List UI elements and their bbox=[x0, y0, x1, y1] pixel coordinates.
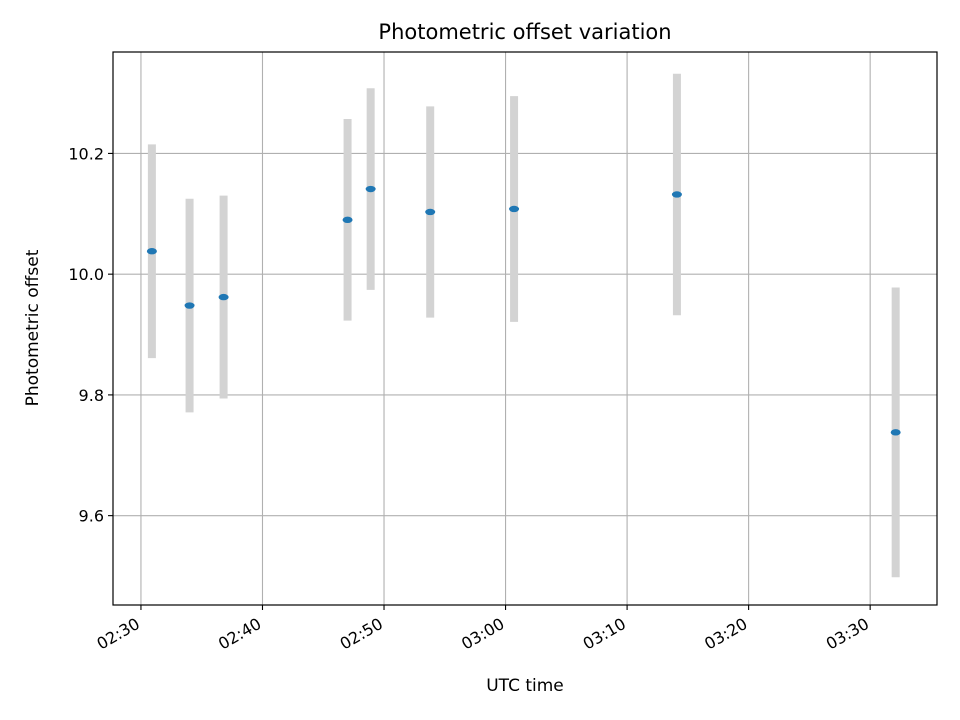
plot-frame bbox=[112, 51, 938, 606]
data-point bbox=[365, 185, 376, 193]
data-point bbox=[342, 216, 353, 224]
data-point bbox=[671, 191, 682, 198]
data-point bbox=[425, 208, 436, 216]
y-tick-label: 9.8 bbox=[79, 386, 104, 405]
data-point bbox=[890, 429, 901, 436]
x-axis: 02:30 02:40 02:50 03:00 03:10 03:20 03:30 bbox=[94, 605, 872, 654]
chart-title: Photometric offset variation bbox=[378, 20, 671, 44]
data-points bbox=[146, 185, 901, 436]
x-axis-label: UTC time bbox=[486, 676, 564, 696]
x-tick-label: 03:20 bbox=[701, 614, 750, 654]
x-tick-label: 03:00 bbox=[458, 614, 507, 654]
x-tick-label: 02:30 bbox=[94, 614, 143, 654]
x-tick-label: 02:40 bbox=[215, 614, 264, 654]
y-axis: 9.6 9.8 10.0 10.2 bbox=[68, 144, 113, 526]
y-tick-label: 9.6 bbox=[79, 507, 104, 526]
error-bars bbox=[147, 73, 900, 578]
grid bbox=[113, 52, 937, 605]
data-point bbox=[218, 293, 229, 301]
data-point bbox=[184, 302, 195, 309]
x-tick-label: 02:50 bbox=[337, 614, 386, 654]
x-tick-label: 03:30 bbox=[823, 614, 872, 654]
y-tick-label: 10.0 bbox=[68, 265, 104, 284]
x-tick-label: 03:10 bbox=[580, 614, 629, 654]
y-axis-label: Photometric offset bbox=[23, 249, 43, 406]
data-point bbox=[509, 205, 520, 213]
data-point bbox=[146, 248, 157, 255]
y-tick-label: 10.2 bbox=[68, 144, 104, 163]
